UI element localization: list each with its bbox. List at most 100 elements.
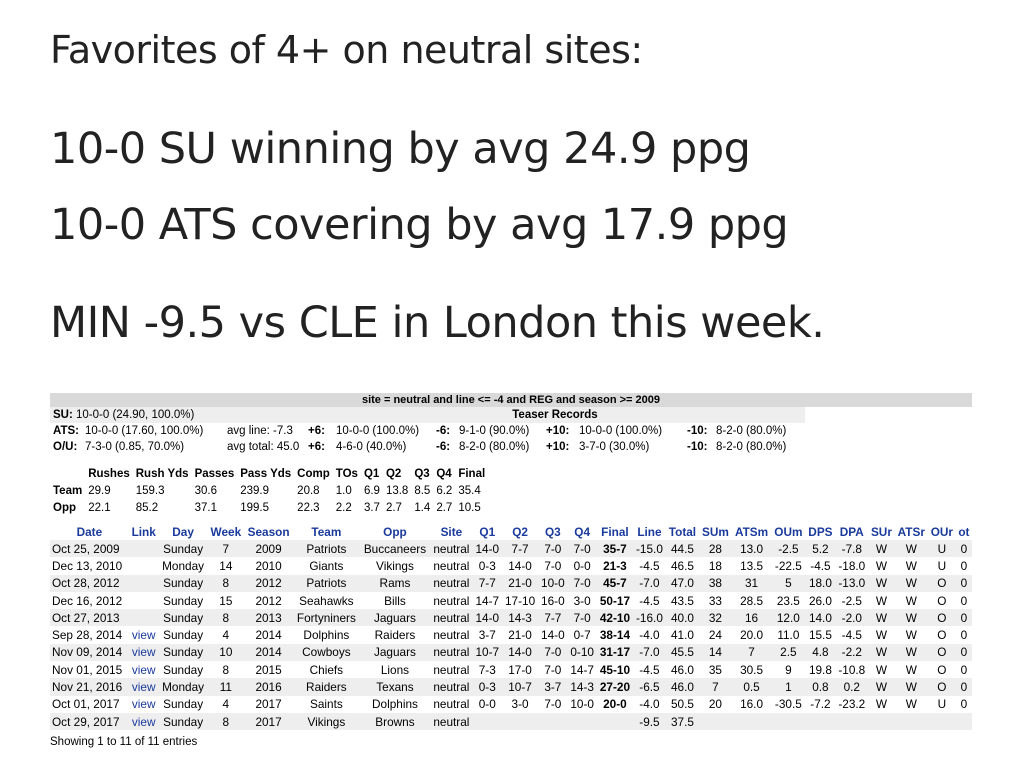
column-header-line[interactable]: Line (637, 524, 662, 539)
cell-site: neutral (433, 593, 470, 608)
stat-header: Pass Yds (240, 467, 292, 480)
cell-dps (805, 712, 836, 731)
cell-atsr: W (905, 697, 917, 712)
cell-final: 45-10 (599, 662, 631, 677)
view-link[interactable]: view (131, 662, 156, 677)
cell-oum: 2.5 (771, 643, 806, 662)
cell-our: O (927, 643, 956, 662)
cell-line: -9.5 (633, 712, 666, 731)
column-header-season[interactable]: Season (247, 524, 290, 539)
cell-week: 8 (222, 662, 230, 677)
cell-q1: 0-3 (478, 558, 496, 573)
cell-q3: 16-0 (541, 593, 565, 608)
column-header-sum[interactable]: SUm (701, 524, 729, 539)
games-header-row: Date Link Day Week Season Team Opp Site Q1 Q2 Q3 Q4… (50, 523, 972, 540)
cell-q2 (501, 712, 539, 731)
cell-site: neutral (430, 643, 473, 662)
cell-oum: 11.0 (777, 628, 800, 643)
view-link[interactable]: view (131, 697, 156, 712)
cell-season: 2015 (255, 662, 282, 677)
column-header-q1[interactable]: Q1 (479, 524, 496, 539)
stat-cell: 30.6 (194, 484, 217, 497)
cell-season: 2012 (255, 593, 282, 608)
cell-our: U (937, 697, 947, 712)
cell-total: 40.0 (665, 609, 700, 627)
cell-sum: 38 (699, 574, 732, 592)
column-header-date[interactable]: Date (76, 524, 103, 539)
cell-day: Sunday (158, 609, 208, 627)
column-header-dpa[interactable]: DPA (839, 524, 864, 539)
column-header-q3[interactable]: Q3 (544, 524, 561, 539)
cell-q1: 7-7 (472, 574, 502, 592)
cell-our: O (927, 678, 956, 696)
column-header-link[interactable]: Link (131, 524, 156, 539)
stat-cell: 2.7 (436, 501, 453, 514)
stat-cell: 35.4 (458, 484, 481, 497)
cell-total: 44.5 (665, 540, 700, 558)
column-header-dps[interactable]: DPS (808, 524, 833, 539)
ou-value: 7-3-0 (0.85, 70.0%) (85, 441, 185, 453)
column-header-sur[interactable]: SUr (870, 524, 892, 539)
cell-total: 46.0 (665, 678, 700, 696)
cell-final: 50-17 (599, 593, 631, 608)
headline-matchup: MIN -9.5 vs CLE in London this week. (50, 298, 825, 348)
cell-date: Dec 16, 2012 (52, 593, 123, 608)
stat-cell: 1.0 (335, 484, 352, 497)
headline-ats-record: 10-0 ATS covering by avg 17.9 ppg (50, 200, 789, 250)
cell-our: O (937, 628, 947, 643)
cell-line: -4.0 (639, 697, 660, 712)
view-link[interactable]: view (131, 628, 156, 643)
column-header-total[interactable]: Total (668, 524, 697, 539)
table-row: Dec 16, 2012 Sunday 15 2012 Seahawks Bills neu… (50, 592, 972, 609)
cell-opp: Jaguars (359, 643, 431, 662)
cell-q1: 14-7 (475, 593, 500, 608)
view-link[interactable]: view (131, 680, 156, 695)
column-header-final[interactable]: Final (601, 524, 629, 539)
cell-link (128, 574, 159, 592)
cell-link: view (129, 661, 159, 678)
column-header-ot[interactable]: ot (958, 524, 970, 539)
column-header-atsm[interactable]: ATSm (734, 524, 769, 539)
cell-site: neutral (430, 678, 473, 696)
cell-dps: -7.2 (810, 697, 831, 712)
cell-total: 45.5 (665, 643, 700, 662)
column-header-site[interactable]: Site (440, 524, 463, 539)
cell-day: Monday (162, 558, 205, 573)
stat-averages-table: Rushes Rush Yds Passes Pass Yds Comp TOs… (50, 465, 488, 516)
games-body: Oct 25, 2009 Sunday 7 2009 Patriots Buccaneer… (50, 540, 972, 731)
cell-our: O (937, 662, 947, 677)
stat-header-row: Rushes Rush Yds Passes Pass Yds Comp TOs… (50, 465, 488, 482)
ou-teaser-label: +6: (308, 441, 325, 453)
entries-count: Showing 1 to 11 of 11 entries (50, 736, 198, 748)
column-header-our[interactable]: OUr (930, 524, 953, 539)
column-header-opp[interactable]: Opp (383, 524, 407, 539)
cell-atsm: 0.5 (731, 678, 772, 696)
cell-opp: Vikings (376, 558, 414, 573)
cell-week: 4 (222, 628, 230, 643)
cell-day: Sunday (158, 574, 208, 592)
column-header-q2[interactable]: Q2 (512, 524, 528, 539)
view-link[interactable]: view (131, 645, 156, 660)
cell-day: Sunday (158, 643, 208, 662)
column-header-team[interactable]: Team (311, 524, 342, 539)
column-header-day[interactable]: Day (172, 524, 194, 539)
cell-sur: W (868, 609, 895, 627)
ats-teaser-label: +6: (308, 425, 325, 437)
column-header-atsr[interactable]: ATSr (897, 524, 925, 539)
cell-site: neutral (430, 574, 473, 592)
stat-cell: 239.9 (240, 484, 270, 497)
stat-cell: 10.5 (458, 501, 481, 514)
cell-atsm: 30.5 (740, 662, 764, 677)
cell-oum: -2.5 (771, 540, 806, 558)
column-header-q4[interactable]: Q4 (574, 524, 591, 539)
column-header-week[interactable]: Week (210, 524, 242, 539)
table-row: Oct 29, 2017 view Sunday 8 2017 Vikings Browns… (50, 712, 972, 731)
ou-teaser-label: -6: (436, 441, 451, 453)
cell-opp: Rams (359, 574, 431, 592)
view-link[interactable]: view (131, 714, 156, 729)
stat-header: Q3 (414, 467, 430, 480)
cell-season: 2013 (244, 609, 293, 627)
headline-title: Favorites of 4+ on neutral sites: (50, 28, 643, 72)
cell-total: 50.5 (670, 697, 694, 712)
column-header-oum[interactable]: OUm (774, 524, 803, 539)
